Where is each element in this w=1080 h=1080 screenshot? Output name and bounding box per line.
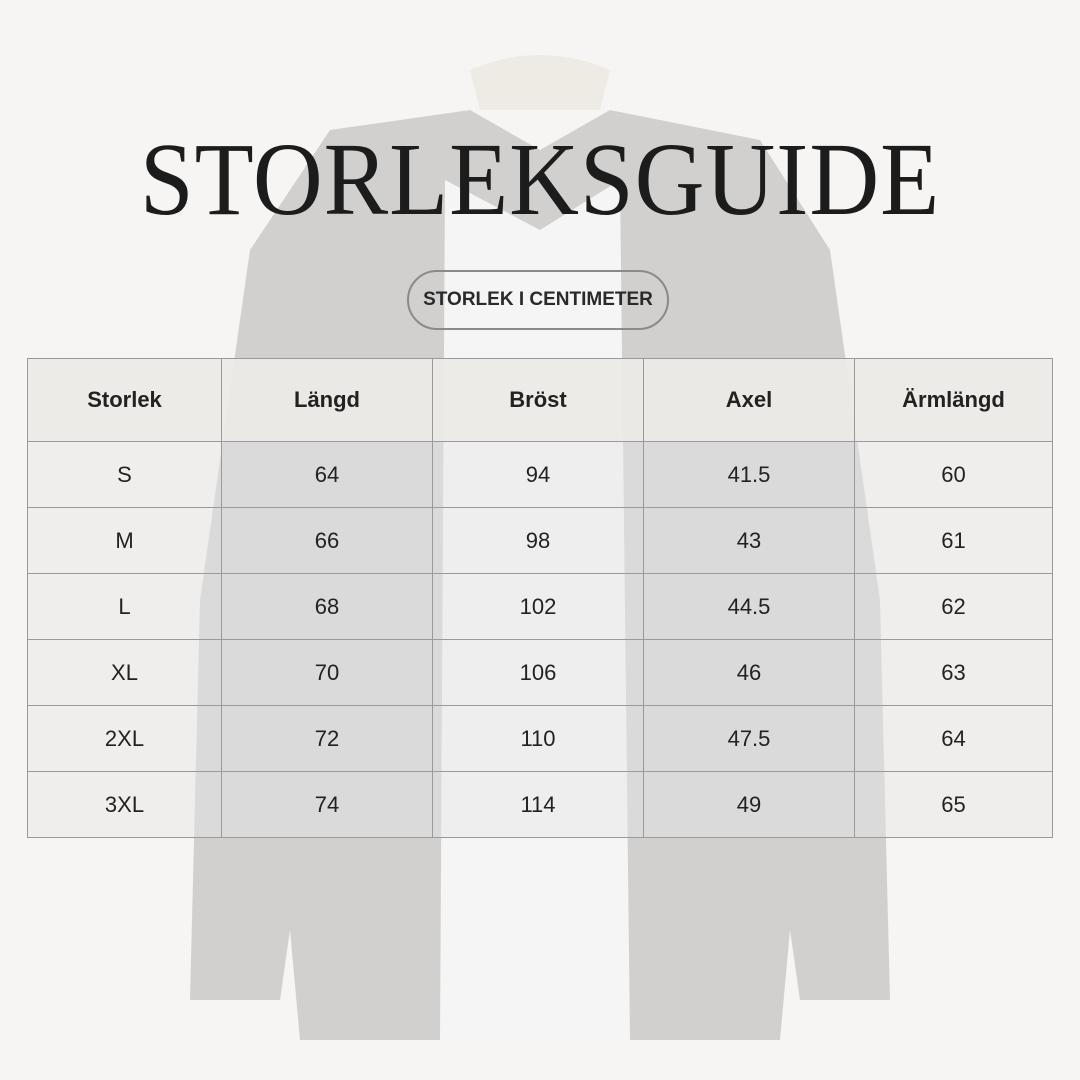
table-cell: 61	[854, 507, 1053, 574]
table-row: XL 70 106 46 63	[27, 639, 1053, 706]
unit-badge: STORLEK I CENTIMETER	[407, 270, 669, 330]
table-cell: 110	[432, 705, 644, 772]
table-cell: 2XL	[27, 705, 222, 772]
header-storlek: Storlek	[27, 358, 222, 442]
table-cell: M	[27, 507, 222, 574]
table-cell: 65	[854, 771, 1053, 838]
table-cell: 41.5	[643, 441, 855, 508]
table-row: 2XL 72 110 47.5 64	[27, 705, 1053, 772]
table-cell: 62	[854, 573, 1053, 640]
table-cell: 60	[854, 441, 1053, 508]
table-cell: 63	[854, 639, 1053, 706]
table-cell: 64	[221, 441, 433, 508]
table-row: L 68 102 44.5 62	[27, 573, 1053, 640]
table-cell: 98	[432, 507, 644, 574]
table-row: 3XL 74 114 49 65	[27, 771, 1053, 838]
header-langd: Längd	[221, 358, 433, 442]
header-axel: Axel	[643, 358, 855, 442]
table-row: M 66 98 43 61	[27, 507, 1053, 574]
table-cell: 43	[643, 507, 855, 574]
table-cell: XL	[27, 639, 222, 706]
table-row: S 64 94 41.5 60	[27, 441, 1053, 508]
table-cell: 68	[221, 573, 433, 640]
table-cell: 74	[221, 771, 433, 838]
table-cell: 72	[221, 705, 433, 772]
header-brost: Bröst	[432, 358, 644, 442]
table-cell: 3XL	[27, 771, 222, 838]
table-cell: 114	[432, 771, 644, 838]
page-title: STORLEKSGUIDE	[139, 122, 941, 237]
table-cell: L	[27, 573, 222, 640]
table-cell: 44.5	[643, 573, 855, 640]
table-cell: 66	[221, 507, 433, 574]
table-header-row: Storlek Längd Bröst Axel Ärmlängd	[27, 358, 1053, 442]
table-cell: S	[27, 441, 222, 508]
table-cell: 47.5	[643, 705, 855, 772]
table-cell: 106	[432, 639, 644, 706]
table-cell: 70	[221, 639, 433, 706]
table-cell: 102	[432, 573, 644, 640]
table-cell: 64	[854, 705, 1053, 772]
table-cell: 94	[432, 441, 644, 508]
table-cell: 49	[643, 771, 855, 838]
table-cell: 46	[643, 639, 855, 706]
header-armlangd: Ärmlängd	[854, 358, 1053, 442]
size-table: Storlek Längd Bröst Axel Ärmlängd S 64 94 4…	[27, 358, 1053, 838]
